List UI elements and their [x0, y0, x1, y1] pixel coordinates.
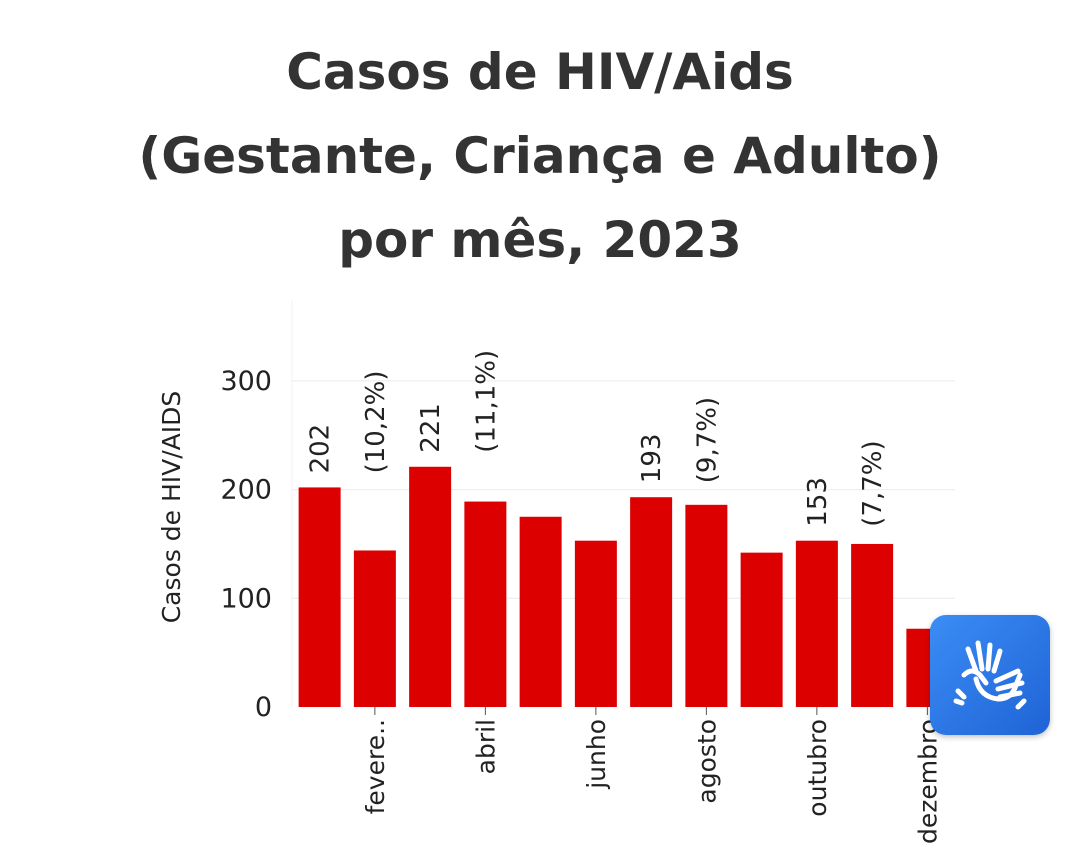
- data-label-value: 153: [803, 477, 833, 527]
- chart-title-line2: (Gestante, Criança e Adulto): [138, 127, 942, 185]
- y-tick-label: 200: [220, 475, 272, 506]
- data-label-value: 193: [637, 434, 667, 484]
- accessibility-button[interactable]: [930, 615, 1050, 735]
- y-tick-label: 100: [220, 583, 272, 614]
- bar: [851, 543, 894, 707]
- bar: [519, 516, 562, 707]
- bar: [409, 466, 452, 707]
- sign-language-icon: [953, 640, 1027, 710]
- chart-title-line1: Casos de HIV/Aids: [286, 43, 794, 101]
- x-tick-label: fevere..: [361, 719, 390, 814]
- chart-title: Casos de HIV/Aids (Gestante, Criança e A…: [0, 30, 1080, 282]
- bar: [464, 501, 507, 707]
- y-axis-label: Casos de HIV/AIDS: [157, 391, 186, 624]
- data-label-value: 202: [306, 424, 336, 474]
- chart-title-line3: por mês, 2023: [338, 211, 742, 269]
- bar: [685, 504, 728, 707]
- y-tick-label: 300: [220, 366, 272, 397]
- x-tick-label: agosto: [692, 719, 721, 804]
- bar: [298, 487, 341, 707]
- bar: [740, 552, 783, 707]
- data-label-percent: (7,7%): [858, 440, 888, 526]
- bar: [353, 550, 396, 707]
- bar: [630, 497, 673, 707]
- x-tick-label: junho: [582, 719, 611, 790]
- data-label-percent: (10,2%): [361, 371, 391, 474]
- bar: [795, 540, 838, 707]
- data-label-percent: (9,7%): [692, 397, 722, 483]
- x-tick-label: abril: [471, 719, 500, 774]
- bar: [574, 540, 617, 707]
- data-label-value: 221: [416, 403, 446, 453]
- data-label-percent: (11,1%): [471, 350, 501, 453]
- x-tick-label: outubro: [803, 719, 832, 817]
- y-tick-label: 0: [255, 692, 272, 723]
- x-tick-label: dezembro: [913, 719, 942, 844]
